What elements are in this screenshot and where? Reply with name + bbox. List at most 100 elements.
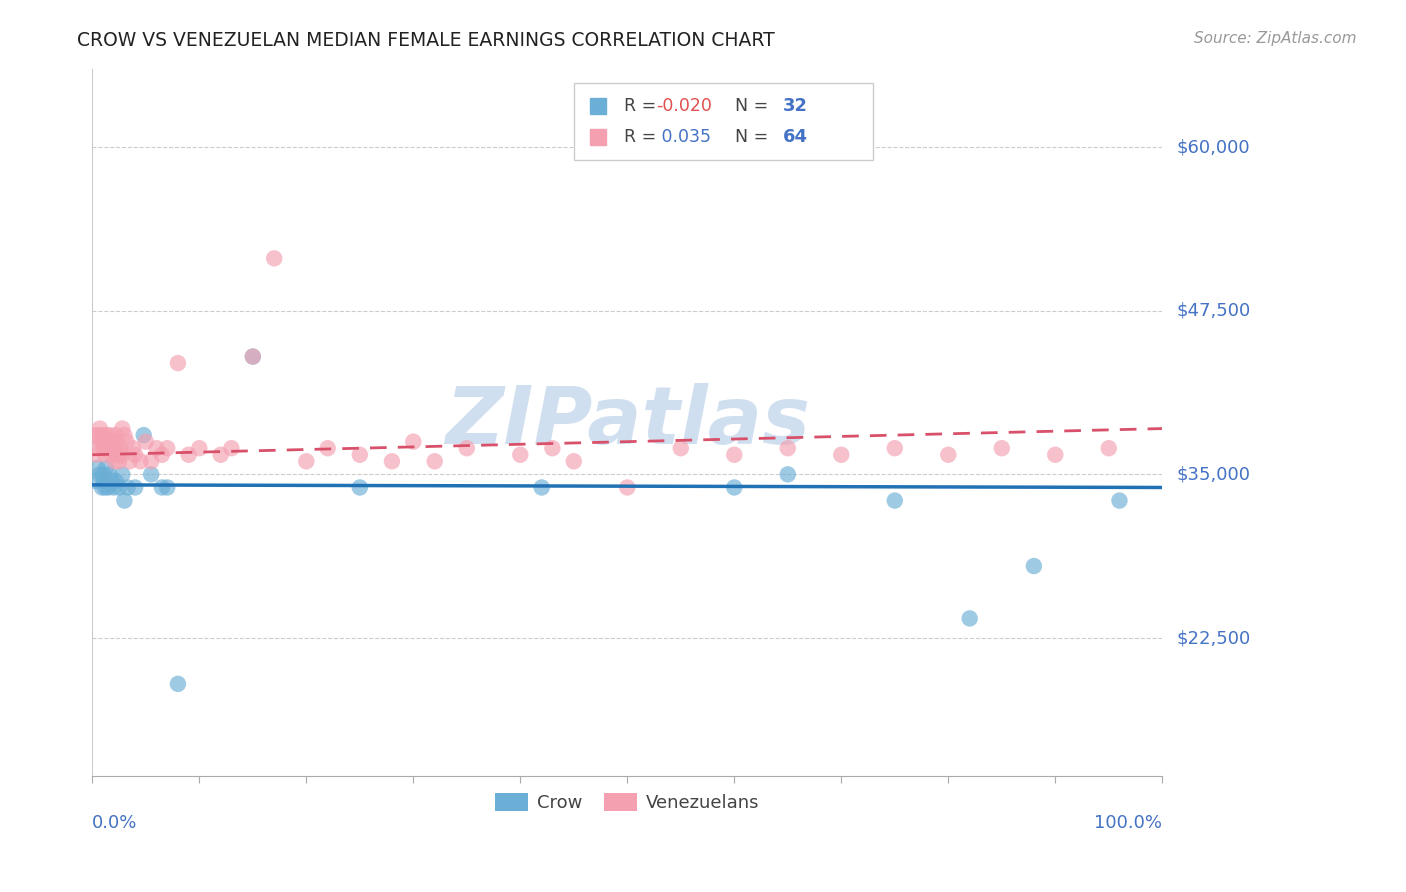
Point xyxy=(90,434,112,449)
Point xyxy=(110,448,132,462)
Point xyxy=(150,480,173,494)
Point xyxy=(316,441,339,455)
Point xyxy=(100,441,122,455)
Point xyxy=(89,467,111,482)
Point xyxy=(91,434,114,449)
Point xyxy=(108,441,131,455)
Point xyxy=(103,441,125,455)
Point xyxy=(188,441,211,455)
Text: 32: 32 xyxy=(782,97,807,115)
Point xyxy=(86,428,108,442)
Point xyxy=(108,454,131,468)
Point xyxy=(107,448,129,462)
Point xyxy=(263,252,285,266)
Point xyxy=(118,454,141,468)
Point xyxy=(91,467,114,482)
Point xyxy=(84,474,107,488)
Point xyxy=(112,428,135,442)
Point xyxy=(349,480,371,494)
Point xyxy=(100,448,122,462)
Point xyxy=(100,474,122,488)
Text: Source: ZipAtlas.com: Source: ZipAtlas.com xyxy=(1194,31,1357,46)
Point xyxy=(104,454,127,468)
Point xyxy=(89,421,111,435)
Point xyxy=(936,448,959,462)
Point xyxy=(349,448,371,462)
Text: 0.035: 0.035 xyxy=(657,128,711,146)
Point xyxy=(103,480,125,494)
Point xyxy=(723,480,745,494)
Text: $35,000: $35,000 xyxy=(1177,466,1250,483)
Point xyxy=(830,448,852,462)
Point xyxy=(135,434,157,449)
Point xyxy=(101,434,124,449)
Point xyxy=(990,441,1012,455)
Point xyxy=(104,474,127,488)
Point xyxy=(124,448,146,462)
Point xyxy=(111,421,134,435)
Point xyxy=(1108,493,1130,508)
Point xyxy=(111,467,134,482)
Point xyxy=(242,350,264,364)
Point xyxy=(530,480,553,494)
Point xyxy=(87,441,110,455)
Text: R =: R = xyxy=(624,128,662,146)
Text: ZIPatlas: ZIPatlas xyxy=(444,383,810,461)
Point xyxy=(97,480,120,494)
Point xyxy=(124,480,146,494)
Point xyxy=(96,428,118,442)
Point xyxy=(96,434,118,449)
Point xyxy=(723,448,745,462)
Point xyxy=(209,448,232,462)
Point xyxy=(295,454,318,468)
Point xyxy=(776,467,799,482)
Point xyxy=(381,454,404,468)
Point xyxy=(104,428,127,442)
Point xyxy=(91,480,114,494)
Point xyxy=(167,356,190,370)
Legend: Crow, Venezuelans: Crow, Venezuelans xyxy=(488,786,766,820)
Point xyxy=(84,428,107,442)
Text: -0.020: -0.020 xyxy=(657,97,711,115)
Point xyxy=(242,350,264,364)
Point xyxy=(94,480,117,494)
Point xyxy=(177,448,200,462)
Point xyxy=(150,448,173,462)
Text: CROW VS VENEZUELAN MEDIAN FEMALE EARNINGS CORRELATION CHART: CROW VS VENEZUELAN MEDIAN FEMALE EARNING… xyxy=(77,31,775,50)
Point xyxy=(117,480,139,494)
Point xyxy=(1022,559,1045,574)
Point xyxy=(167,677,190,691)
Point xyxy=(883,493,905,508)
Point xyxy=(122,441,145,455)
Text: $47,500: $47,500 xyxy=(1177,301,1250,319)
Text: R =: R = xyxy=(624,97,662,115)
Point xyxy=(509,448,531,462)
Point xyxy=(541,441,564,455)
Point xyxy=(776,441,799,455)
Point xyxy=(156,480,179,494)
Text: 0.0%: 0.0% xyxy=(93,814,138,832)
Point xyxy=(98,467,121,482)
Text: 64: 64 xyxy=(782,128,807,146)
Point xyxy=(86,460,108,475)
Point xyxy=(1045,448,1067,462)
Point xyxy=(141,467,163,482)
Point xyxy=(98,428,121,442)
Point xyxy=(96,460,118,475)
Point xyxy=(959,611,981,625)
Text: $22,500: $22,500 xyxy=(1177,629,1250,647)
Point xyxy=(86,448,108,462)
Point xyxy=(145,441,167,455)
Point xyxy=(132,428,155,442)
Point xyxy=(562,454,585,468)
Point xyxy=(97,441,120,455)
Point xyxy=(141,454,163,468)
Point xyxy=(221,441,243,455)
Point xyxy=(1098,441,1121,455)
Text: $60,000: $60,000 xyxy=(1177,138,1250,156)
Point xyxy=(108,480,131,494)
Point xyxy=(94,448,117,462)
Text: 100.0%: 100.0% xyxy=(1094,814,1163,832)
Text: N =: N = xyxy=(724,97,773,115)
Point xyxy=(93,441,115,455)
